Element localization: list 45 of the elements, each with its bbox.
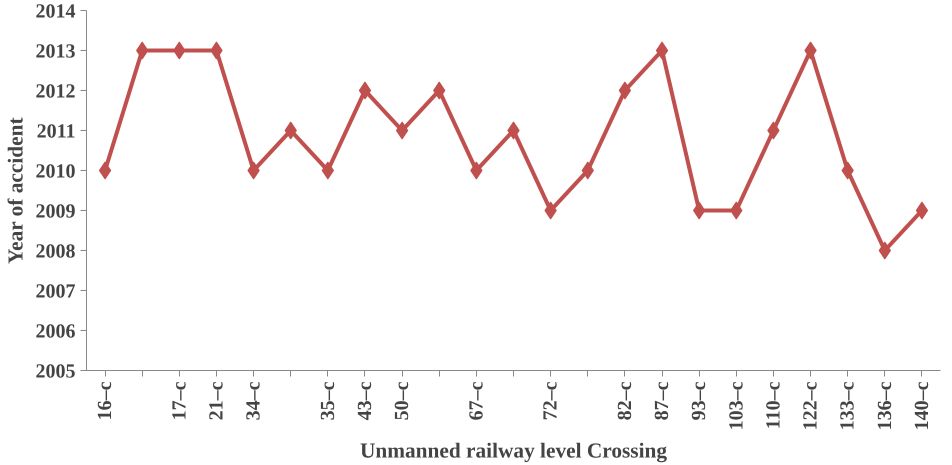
y-tick-label: 2014 <box>36 0 76 22</box>
point <box>916 202 928 220</box>
x-tick-label: 133–c <box>836 381 859 430</box>
point <box>470 162 483 180</box>
point <box>804 42 817 60</box>
y-tick-label: 2007 <box>36 280 76 302</box>
x-tick-label: 34–c <box>242 381 265 420</box>
point <box>656 42 668 60</box>
y-tick-label: 2010 <box>36 160 76 182</box>
point <box>322 162 334 180</box>
point <box>692 202 706 220</box>
x-tick-label: 103–c <box>725 381 748 430</box>
y-tick-label: 2009 <box>36 200 76 222</box>
x-tick-label: 136–c <box>874 381 896 430</box>
x-tick-label: 82–c <box>614 381 636 420</box>
y-tick-label: 2005 <box>36 360 76 382</box>
y-tick-label: 2011 <box>36 120 76 142</box>
x-tick-label: 17–c <box>168 381 190 420</box>
x-tick-label: 140–c <box>910 381 933 430</box>
y-tick-label: 2006 <box>36 320 76 342</box>
point <box>358 82 372 100</box>
y-tick-label: 2013 <box>36 40 76 62</box>
x-tick-label: 67–c <box>465 381 488 420</box>
x-axis-title: Unmanned railway level Crossing <box>360 438 668 462</box>
y-tick-label: 2012 <box>36 80 76 102</box>
x-tick-label: 21–c <box>205 381 228 420</box>
point <box>247 162 260 180</box>
point <box>618 82 632 100</box>
x-tick-label: 72–c <box>540 381 562 420</box>
x-tick-label: 35–c <box>316 381 339 420</box>
point <box>98 162 112 180</box>
y-axis-title: Year of accident <box>4 116 28 264</box>
x-tick-label: 93–c <box>688 381 710 420</box>
point <box>544 202 557 220</box>
point <box>210 42 223 60</box>
x-tick-label: 122–c <box>800 381 822 430</box>
point <box>507 122 520 140</box>
point <box>396 122 408 140</box>
x-tick-label: 16–c <box>94 381 116 420</box>
x-tick-label: 50–c <box>391 381 414 420</box>
y-tick-label: 2008 <box>36 240 76 262</box>
point <box>767 122 780 140</box>
x-tick-label: 110–c <box>762 381 784 430</box>
x-tick-label: 87–c <box>651 381 674 420</box>
x-tick-label: 43–c <box>354 381 376 420</box>
